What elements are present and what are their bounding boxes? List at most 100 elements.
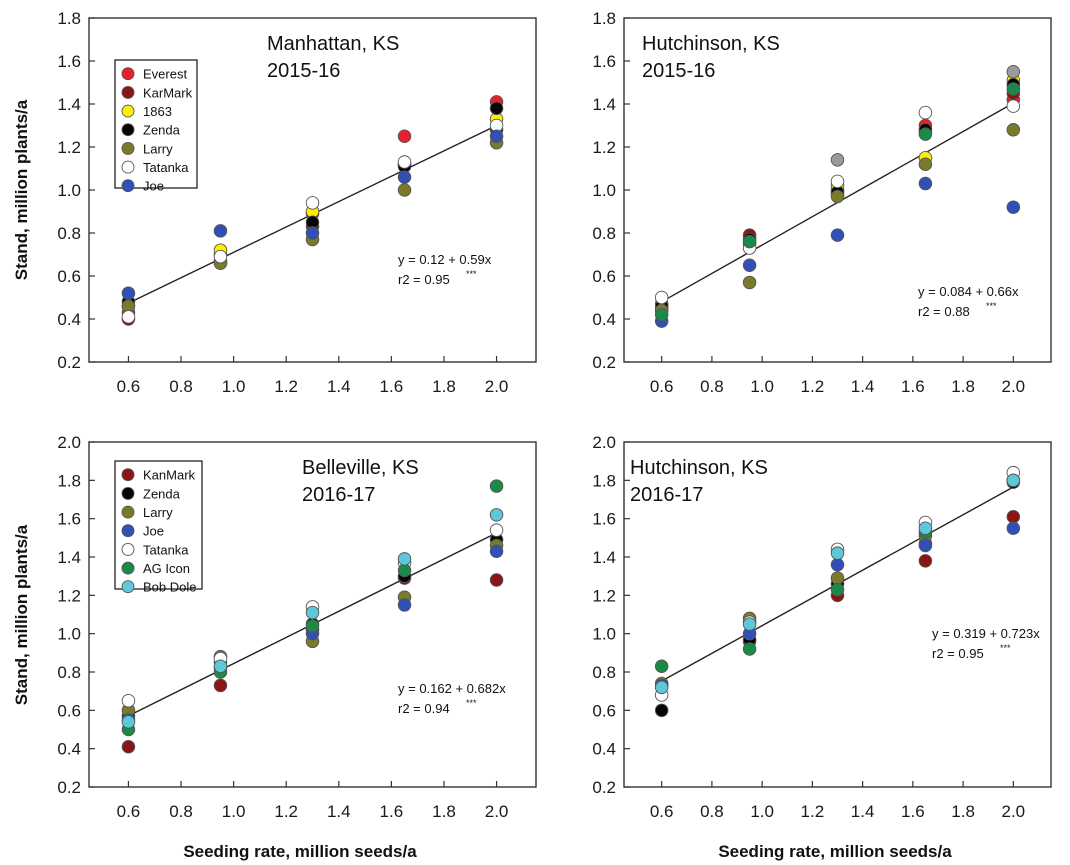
y-tick-label: 0.2 bbox=[57, 778, 81, 797]
data-point bbox=[830, 582, 845, 597]
data-point bbox=[654, 307, 669, 322]
y-tick-label: 0.8 bbox=[57, 663, 81, 682]
data-point bbox=[213, 678, 228, 693]
y-tick-label: 1.4 bbox=[592, 548, 616, 567]
y-tick-label: 1.6 bbox=[57, 510, 81, 529]
y-tick-label: 0.6 bbox=[592, 701, 616, 720]
data-point bbox=[742, 258, 757, 273]
y-tick-label: 0.4 bbox=[592, 310, 616, 329]
data-point bbox=[397, 563, 412, 578]
data-point bbox=[918, 176, 933, 191]
y-tick-label: 1.0 bbox=[592, 625, 616, 644]
y-tick-label: 1.8 bbox=[592, 471, 616, 490]
legend-marker bbox=[121, 141, 135, 155]
legend-marker bbox=[121, 67, 135, 81]
data-point bbox=[121, 740, 136, 754]
x-tick-label: 1.2 bbox=[801, 802, 825, 821]
legend-marker bbox=[121, 85, 135, 99]
data-point bbox=[489, 129, 504, 143]
y-tick-label: 0.2 bbox=[592, 778, 616, 797]
data-point bbox=[397, 598, 412, 612]
y-tick-label: 0.4 bbox=[57, 740, 81, 759]
panel-title: Manhattan, KS bbox=[267, 33, 399, 55]
x-tick-label: 1.6 bbox=[380, 377, 404, 396]
x-tick-label: 0.6 bbox=[650, 802, 674, 821]
y-tick-label: 1.0 bbox=[57, 625, 81, 644]
y-tick-label: 0.4 bbox=[592, 740, 616, 759]
y-tick-label: 1.2 bbox=[592, 138, 616, 157]
data-point bbox=[654, 680, 669, 695]
y-tick-label: 1.2 bbox=[592, 586, 616, 605]
data-point bbox=[1006, 200, 1021, 214]
x-tick-label: 2.0 bbox=[1002, 377, 1026, 396]
x-tick-label: 0.6 bbox=[650, 377, 674, 396]
panel-subtitle: 2015-16 bbox=[267, 60, 340, 82]
x-tick-label: 1.8 bbox=[432, 802, 456, 821]
legend-label: Bob Dole bbox=[143, 580, 196, 595]
x-tick-label: 1.4 bbox=[851, 377, 875, 396]
regression-r2: r2 = 0.94 bbox=[398, 701, 450, 716]
x-tick-label: 0.6 bbox=[117, 377, 141, 396]
x-tick-label: 1.8 bbox=[432, 377, 456, 396]
data-point bbox=[1006, 123, 1021, 137]
data-point bbox=[213, 659, 228, 674]
legend-marker bbox=[121, 524, 135, 538]
y-tick-label: 0.6 bbox=[592, 267, 616, 286]
data-point bbox=[918, 105, 933, 120]
regression-equation: y = 0.084 + 0.66x bbox=[918, 284, 1019, 299]
panel-subtitle: 2016-17 bbox=[630, 484, 703, 506]
data-point bbox=[830, 153, 845, 167]
regression-r2: r2 = 0.88 bbox=[918, 304, 970, 319]
x-tick-label: 1.2 bbox=[274, 802, 298, 821]
legend-label: Joe bbox=[143, 179, 164, 194]
legend-label: Tatanka bbox=[143, 542, 189, 557]
y-tick-label: 0.8 bbox=[57, 224, 81, 243]
panel-subtitle: 2016-17 bbox=[302, 484, 375, 506]
data-point bbox=[1006, 82, 1021, 96]
data-point bbox=[830, 228, 845, 242]
x-tick-label: 2.0 bbox=[485, 377, 509, 396]
data-point bbox=[1006, 473, 1021, 488]
x-tick-label: 1.2 bbox=[801, 377, 825, 396]
y-tick-label: 1.4 bbox=[57, 95, 81, 114]
data-point bbox=[742, 275, 757, 290]
x-tick-label: 1.8 bbox=[951, 377, 975, 396]
x-tick-label: 1.6 bbox=[901, 377, 925, 396]
data-point bbox=[742, 617, 757, 631]
data-point bbox=[830, 571, 845, 585]
legend-marker bbox=[121, 580, 135, 594]
x-tick-label: 0.6 bbox=[117, 802, 141, 821]
data-point bbox=[213, 249, 228, 264]
x-tick-label: 0.8 bbox=[169, 377, 193, 396]
legend: KanMark Zenda Larry Joe Tatanka AG Icon Bob Do… bbox=[114, 460, 203, 595]
data-point bbox=[1006, 521, 1021, 536]
legend-marker bbox=[121, 104, 135, 118]
data-point bbox=[397, 129, 412, 143]
y-axis-title-bottom: Stand, million plants/a bbox=[12, 524, 31, 705]
x-tick-label: 0.8 bbox=[169, 802, 193, 821]
legend-marker bbox=[121, 468, 135, 482]
regression-significance: *** bbox=[986, 301, 997, 311]
legend-label: Joe bbox=[143, 524, 164, 539]
data-point bbox=[654, 290, 669, 305]
data-point bbox=[830, 189, 845, 204]
legend-label: Larry bbox=[143, 141, 173, 156]
data-point bbox=[918, 157, 933, 171]
data-point bbox=[305, 196, 320, 210]
regression-significance: *** bbox=[466, 698, 477, 708]
y-tick-label: 1.8 bbox=[57, 9, 81, 28]
legend-marker bbox=[121, 505, 135, 519]
data-point bbox=[489, 544, 504, 559]
x-tick-label: 2.0 bbox=[1002, 802, 1026, 821]
y-tick-label: 2.0 bbox=[57, 433, 81, 452]
legend-label: KanMark bbox=[143, 468, 196, 483]
data-point bbox=[918, 538, 933, 553]
x-tick-label: 1.4 bbox=[327, 802, 351, 821]
data-point bbox=[305, 605, 320, 620]
data-point bbox=[830, 557, 845, 572]
data-point bbox=[121, 286, 136, 300]
panel-subtitle: 2015-16 bbox=[642, 60, 715, 82]
x-tick-label: 2.0 bbox=[485, 802, 509, 821]
panel-1: 0.2 0.4 0.6 0.8 1.0 1.2 1.4 1.6 1.8 0.6 0.8 1.0 1.2 1… bbox=[57, 9, 537, 396]
